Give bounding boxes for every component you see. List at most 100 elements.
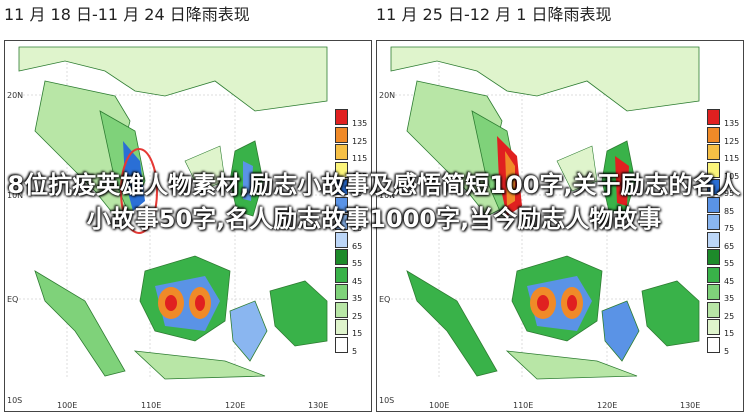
lat-label: 10S <box>7 396 23 405</box>
legend-item: 45 <box>707 266 741 286</box>
legend-item: 125 <box>707 126 741 146</box>
legend-item: 95 <box>335 179 369 198</box>
legend-item: 25 <box>335 301 369 321</box>
legend-label: 115 <box>352 154 368 163</box>
legend-swatch <box>707 301 720 318</box>
legend-label: 135 <box>724 119 740 128</box>
legend-swatch <box>707 266 720 283</box>
map-canvas-right <box>390 46 700 380</box>
legend-swatch <box>335 266 348 283</box>
legend-label: 115 <box>724 154 740 163</box>
legend-swatch <box>335 284 348 300</box>
legend-swatch <box>335 126 348 143</box>
legend-swatch <box>707 284 720 300</box>
highlight-ellipse <box>120 148 158 234</box>
map-canvas-left <box>18 46 328 380</box>
legend-swatch <box>335 144 348 160</box>
panel-title-left: 11 月 18 日-11 月 24 日降雨表现 <box>4 5 250 24</box>
panel-title-right: 11 月 25 日-12 月 1 日降雨表现 <box>376 5 612 24</box>
lon-label: 100E <box>429 401 450 410</box>
lon-label: 110E <box>513 401 534 410</box>
legend-swatch <box>335 196 348 213</box>
legend-item: 75 <box>707 214 741 233</box>
legend-item: 75 <box>335 214 369 233</box>
legend-label: 105 <box>724 171 740 181</box>
legend-item: 15 <box>335 319 369 338</box>
legend-item: 35 <box>707 284 741 303</box>
legend-swatch <box>335 249 348 265</box>
lat-label: 10N <box>7 191 24 200</box>
legend-item: 85 <box>335 196 369 216</box>
legend-label: 15 <box>724 329 735 338</box>
legend-label: 85 <box>352 206 363 216</box>
legend-item: 115 <box>707 144 741 163</box>
legend-swatch <box>335 214 348 230</box>
legend-item: 85 <box>707 196 741 216</box>
legend-swatch <box>707 249 720 265</box>
legend-label: 135 <box>352 119 368 128</box>
legend-label: 45 <box>724 276 735 286</box>
legend-label: 55 <box>352 259 363 268</box>
legend-swatch <box>335 231 348 248</box>
legend-item: 55 <box>707 249 741 268</box>
rainfall-map-left: 20N 10N EQ 10S 100E 110E 120E 130E 135 12… <box>4 40 372 412</box>
legend-swatch <box>707 126 720 143</box>
lon-label: 120E <box>597 401 618 410</box>
legend-swatch <box>707 319 720 335</box>
legend-label: 5 <box>724 346 730 356</box>
rainfall-map-right: 20N 10N EQ 10S 100E 110E 120E 130E 135 12… <box>376 40 744 412</box>
lat-label: 20N <box>379 91 396 100</box>
legend-item: 5 <box>707 336 741 356</box>
legend-label: 75 <box>724 224 735 233</box>
legend-item: 135 <box>335 109 369 128</box>
legend-item: 135 <box>707 109 741 128</box>
legend-item: 125 <box>335 126 369 146</box>
legend-label: 35 <box>724 294 735 303</box>
legend-item: 105 <box>335 161 369 181</box>
legend-label: 85 <box>724 206 735 216</box>
landmass-layer <box>390 46 700 380</box>
legend-label: 125 <box>724 136 740 146</box>
legend-item: 55 <box>335 249 369 268</box>
legend-label: 25 <box>352 311 363 321</box>
legend-swatch <box>707 214 720 230</box>
legend-swatch <box>707 231 720 248</box>
legend-item: 25 <box>707 301 741 321</box>
lat-label: EQ <box>379 295 391 304</box>
lat-label: 20N <box>7 91 24 100</box>
legend-swatch <box>707 196 720 213</box>
lon-label: 100E <box>57 401 78 410</box>
legend-item: 45 <box>335 266 369 286</box>
legend-item: 35 <box>335 284 369 303</box>
lon-label: 130E <box>680 401 701 410</box>
lat-label: 10N <box>379 191 396 200</box>
legend-swatch <box>335 179 348 195</box>
legend-label: 25 <box>724 311 735 321</box>
lat-label: EQ <box>7 295 19 304</box>
legend-label: 75 <box>352 224 363 233</box>
legend-item: 105 <box>707 161 741 181</box>
legend-item: 95 <box>707 179 741 198</box>
legend-label: 125 <box>352 136 368 146</box>
legend-swatch <box>335 161 348 178</box>
legend-label: 45 <box>352 276 363 286</box>
legend-item: 15 <box>707 319 741 338</box>
landmass-layer <box>18 46 328 380</box>
legend-item: 65 <box>707 231 741 251</box>
legend-swatch <box>707 109 720 125</box>
legend-label: 105 <box>352 171 368 181</box>
color-legend: 135 125 115 105 95 85 75 65 55 45 35 25 15 5 <box>707 109 741 356</box>
legend-label: 95 <box>724 189 735 198</box>
legend-swatch <box>707 336 720 353</box>
legend-item: 65 <box>335 231 369 251</box>
color-legend: 135 125 115 105 95 85 75 65 55 45 35 25 15 5 <box>335 109 369 356</box>
legend-swatch <box>707 161 720 178</box>
legend-label: 95 <box>352 189 363 198</box>
legend-label: 55 <box>724 259 735 268</box>
legend-swatch <box>335 319 348 335</box>
legend-label: 15 <box>352 329 363 338</box>
legend-label: 35 <box>352 294 363 303</box>
legend-swatch <box>335 109 348 125</box>
legend-item: 115 <box>335 144 369 163</box>
legend-swatch <box>707 179 720 195</box>
